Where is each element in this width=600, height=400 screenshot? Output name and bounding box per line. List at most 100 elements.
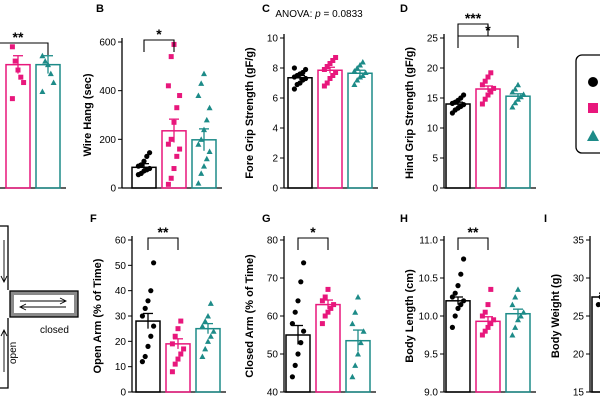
data-point bbox=[479, 332, 485, 338]
data-point bbox=[289, 321, 295, 327]
data-point bbox=[321, 83, 327, 89]
data-point bbox=[349, 373, 356, 380]
data-point bbox=[295, 298, 301, 304]
data-point bbox=[515, 316, 521, 323]
y-tick-label: 70 bbox=[267, 274, 279, 285]
data-point bbox=[491, 317, 497, 323]
data-point bbox=[324, 80, 330, 86]
data-point bbox=[351, 68, 358, 74]
legend-marker bbox=[588, 77, 598, 87]
data-point bbox=[330, 73, 336, 78]
data-point bbox=[517, 313, 524, 319]
data-point bbox=[177, 146, 183, 152]
data-point bbox=[148, 333, 154, 339]
significance-bracket bbox=[457, 23, 489, 36]
y-tick-label: 60 bbox=[115, 236, 127, 247]
data-point bbox=[195, 92, 202, 99]
bar bbox=[35, 63, 61, 189]
data-point bbox=[9, 44, 15, 50]
bar bbox=[505, 95, 531, 189]
open-arm-label: open bbox=[8, 342, 19, 364]
data-point bbox=[39, 52, 46, 59]
data-point bbox=[291, 86, 297, 92]
y-tick-label: 600 bbox=[99, 38, 116, 49]
bar bbox=[347, 72, 373, 189]
data-point bbox=[198, 80, 205, 86]
data-point bbox=[195, 180, 202, 186]
panel-letter: H bbox=[400, 213, 408, 225]
data-point bbox=[201, 70, 207, 77]
arrow-up-icon bbox=[0, 328, 8, 372]
data-point bbox=[148, 288, 154, 294]
bar bbox=[445, 300, 471, 393]
data-point bbox=[595, 302, 600, 308]
y-tick-label: 50 bbox=[267, 350, 279, 361]
data-point bbox=[144, 153, 150, 159]
data-point bbox=[479, 101, 485, 107]
data-point bbox=[324, 64, 330, 69]
data-point bbox=[291, 65, 297, 71]
bar bbox=[505, 312, 531, 393]
data-point bbox=[357, 74, 363, 80]
data-point bbox=[151, 260, 157, 266]
data-point bbox=[482, 78, 488, 84]
bar bbox=[317, 69, 343, 189]
data-point bbox=[303, 66, 309, 73]
significance-label: * bbox=[485, 22, 491, 38]
data-point bbox=[45, 61, 51, 68]
data-point bbox=[201, 126, 207, 133]
data-point bbox=[352, 362, 359, 368]
data-point bbox=[512, 99, 519, 106]
data-point bbox=[359, 72, 366, 78]
data-point bbox=[455, 283, 461, 289]
data-point bbox=[18, 74, 24, 80]
data-point bbox=[359, 59, 366, 65]
y-tick-label: 20 bbox=[115, 337, 127, 348]
significance-label: * bbox=[310, 224, 316, 240]
data-point bbox=[165, 83, 171, 89]
chart-panel-B: B 0 200 400 600 Wire Hang (sec) * bbox=[82, 3, 222, 195]
data-point bbox=[357, 62, 363, 68]
data-point bbox=[333, 55, 339, 60]
y-tick-label: 0 bbox=[120, 388, 126, 399]
data-point bbox=[142, 305, 148, 311]
data-point bbox=[485, 324, 491, 330]
chart-panel-F: F 0 10 20 30 40 50 60 Open Arm (% of Time) ** bbox=[90, 213, 226, 399]
data-point bbox=[509, 301, 516, 308]
data-point bbox=[449, 324, 455, 330]
y-tick-label: 35 bbox=[573, 236, 585, 247]
y-tick-label: 0 bbox=[272, 184, 278, 195]
significance-label: ** bbox=[158, 224, 169, 240]
bar bbox=[287, 77, 313, 189]
y-tick-label: 9.5 bbox=[424, 350, 438, 361]
data-point bbox=[485, 74, 491, 80]
y-axis-label: Closed Arm (% of Time) bbox=[244, 254, 256, 378]
y-tick-label: 40 bbox=[115, 286, 127, 297]
bar bbox=[475, 88, 501, 189]
significance-label: *** bbox=[465, 10, 482, 26]
data-point bbox=[512, 294, 519, 300]
data-point bbox=[488, 89, 494, 95]
data-point bbox=[171, 166, 177, 172]
closed-arm-inner bbox=[14, 295, 74, 313]
data-point bbox=[512, 324, 519, 330]
data-point bbox=[491, 85, 497, 91]
data-point bbox=[145, 298, 151, 304]
data-point bbox=[138, 162, 144, 168]
chart-panel-C: C 0 2 4 6 8 10 Fore Grip Strength (gF/g) ANOVA: … bbox=[244, 3, 378, 195]
data-point bbox=[455, 305, 461, 311]
y-tick-label: 8 bbox=[272, 64, 278, 75]
data-point bbox=[199, 353, 206, 360]
data-point bbox=[325, 309, 331, 315]
y-tick-label: 200 bbox=[99, 135, 116, 146]
data-point bbox=[512, 86, 519, 92]
data-point bbox=[141, 158, 147, 164]
data-point bbox=[50, 79, 57, 86]
y-tick-label: 2 bbox=[272, 154, 278, 165]
data-point bbox=[520, 91, 527, 97]
significance-label: ** bbox=[13, 29, 24, 45]
data-point bbox=[325, 286, 331, 292]
legend-marker bbox=[587, 130, 599, 141]
bar bbox=[315, 303, 341, 393]
y-tick-label: 400 bbox=[99, 86, 116, 97]
